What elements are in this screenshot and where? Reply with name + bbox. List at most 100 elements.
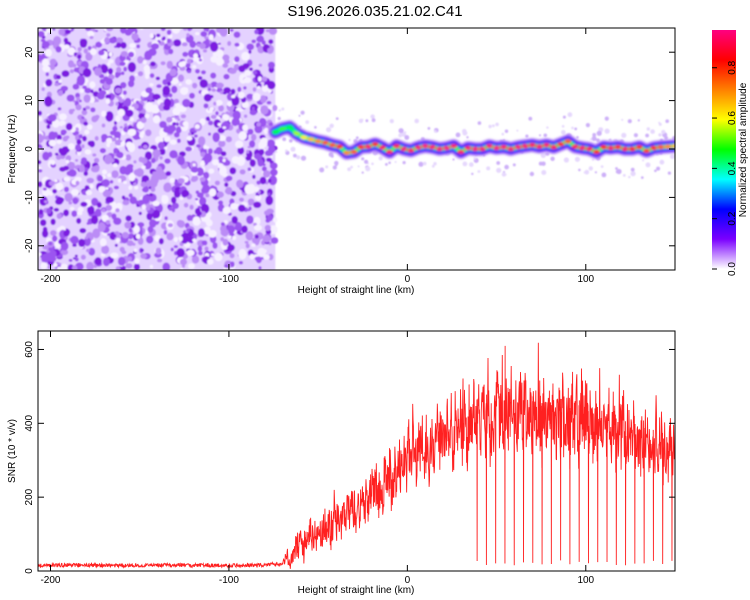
noise-speckle xyxy=(54,179,58,183)
noise-speckle xyxy=(177,220,185,228)
noise-speckle xyxy=(144,69,151,76)
noise-speckle xyxy=(137,71,144,77)
noise-speckle xyxy=(114,87,122,94)
noise-speckle xyxy=(153,214,157,219)
noise-speckle xyxy=(64,186,69,193)
noise-speckle xyxy=(254,234,259,239)
noise-speckle xyxy=(187,263,195,269)
noise-speckle xyxy=(267,61,275,69)
noise-speckle xyxy=(102,257,110,267)
noise-speckle xyxy=(95,41,103,48)
noise-speckle xyxy=(68,201,73,205)
noise-speckle xyxy=(177,118,181,121)
ridge-speckle xyxy=(561,130,566,135)
noise-speckle xyxy=(117,178,122,183)
noise-speckle xyxy=(123,90,127,95)
ridge-speckle xyxy=(462,128,467,134)
noise-speckle xyxy=(156,33,161,38)
ridge-speckle xyxy=(427,126,431,130)
ridge-speckle xyxy=(545,152,550,156)
noise-speckle xyxy=(254,224,262,231)
noise-speckle xyxy=(76,217,82,224)
ridge-speckle xyxy=(594,171,598,174)
noise-speckle xyxy=(257,76,262,82)
noise-speckle xyxy=(162,79,168,86)
ridge-point xyxy=(557,142,565,147)
ridge-speckle xyxy=(332,165,337,170)
noise-speckle xyxy=(135,233,141,239)
noise-speckle xyxy=(109,180,114,184)
noise-speckle xyxy=(41,229,49,238)
noise-speckle xyxy=(142,194,150,204)
noise-speckle xyxy=(108,37,117,44)
noise-speckle xyxy=(106,142,111,148)
noise-speckle xyxy=(46,124,51,129)
ridge-peak xyxy=(537,145,542,148)
noise-speckle xyxy=(145,87,153,94)
noise-speckle xyxy=(236,179,244,189)
noise-speckle xyxy=(128,193,133,198)
noise-speckle xyxy=(89,183,94,189)
snr-x-axis-label: Height of straight line (km) xyxy=(298,585,415,596)
noise-speckle xyxy=(189,204,194,210)
snr-line xyxy=(38,342,675,569)
ridge-speckle xyxy=(630,171,636,177)
noise-speckle xyxy=(258,148,265,156)
noise-speckle xyxy=(123,66,128,72)
ridge-speckle xyxy=(604,128,610,134)
noise-speckle xyxy=(186,214,193,221)
noise-speckle xyxy=(85,105,91,110)
noise-speckle xyxy=(208,120,214,126)
noise-speckle xyxy=(81,116,85,119)
noise-speckle xyxy=(126,240,134,247)
x-tick-label: -200 xyxy=(40,575,60,586)
noise-speckle xyxy=(137,222,145,228)
noise-speckle xyxy=(147,225,154,233)
noise-speckle xyxy=(83,94,91,103)
noise-speckle xyxy=(134,185,139,190)
colorbar: 0.0 0.2 0.4 0.6 0.8 Normalized spectral ampl… xyxy=(712,30,749,276)
noise-speckle xyxy=(133,182,137,186)
noise-speckle xyxy=(80,254,86,260)
noise-speckle xyxy=(115,237,120,243)
noise-speckle xyxy=(172,107,181,116)
noise-speckle xyxy=(270,168,278,176)
noise-speckle xyxy=(152,149,161,158)
noise-speckle xyxy=(268,122,274,127)
noise-speckle xyxy=(105,196,114,203)
noise-speckle xyxy=(90,89,94,94)
ridge-speckle xyxy=(388,161,391,165)
noise-speckle xyxy=(159,156,163,160)
ridge-peak xyxy=(623,147,627,151)
noise-speckle xyxy=(78,164,85,173)
noise-speckle xyxy=(58,28,66,36)
ridge-point xyxy=(671,143,675,149)
noise-speckle xyxy=(115,42,122,49)
noise-speckle xyxy=(222,114,229,120)
ridge-peak xyxy=(402,147,406,151)
noise-speckle xyxy=(181,60,187,67)
ridge-point xyxy=(642,148,651,154)
noise-speckle xyxy=(249,109,257,116)
noise-speckle xyxy=(258,143,265,150)
ridge-speckle xyxy=(477,121,482,125)
ridge-peak xyxy=(451,144,456,148)
noise-speckle xyxy=(219,165,227,176)
ridge-speckle xyxy=(365,166,371,172)
noise-speckle xyxy=(124,97,132,107)
noise-speckle xyxy=(86,248,90,253)
noise-speckle xyxy=(83,82,87,86)
ridge-point xyxy=(600,144,608,150)
noise-speckle xyxy=(83,48,89,54)
noise-speckle xyxy=(203,153,213,163)
ridge-speckle xyxy=(398,128,404,134)
noise-speckle xyxy=(53,262,58,268)
noise-speckle xyxy=(163,98,172,108)
noise-speckle xyxy=(249,67,253,71)
noise-speckle xyxy=(241,101,249,109)
noise-speckle xyxy=(57,262,62,266)
noise-speckle xyxy=(238,155,244,161)
noise-speckle xyxy=(188,132,192,136)
ridge-speckle xyxy=(434,130,437,133)
ridge-speckle xyxy=(658,122,662,126)
